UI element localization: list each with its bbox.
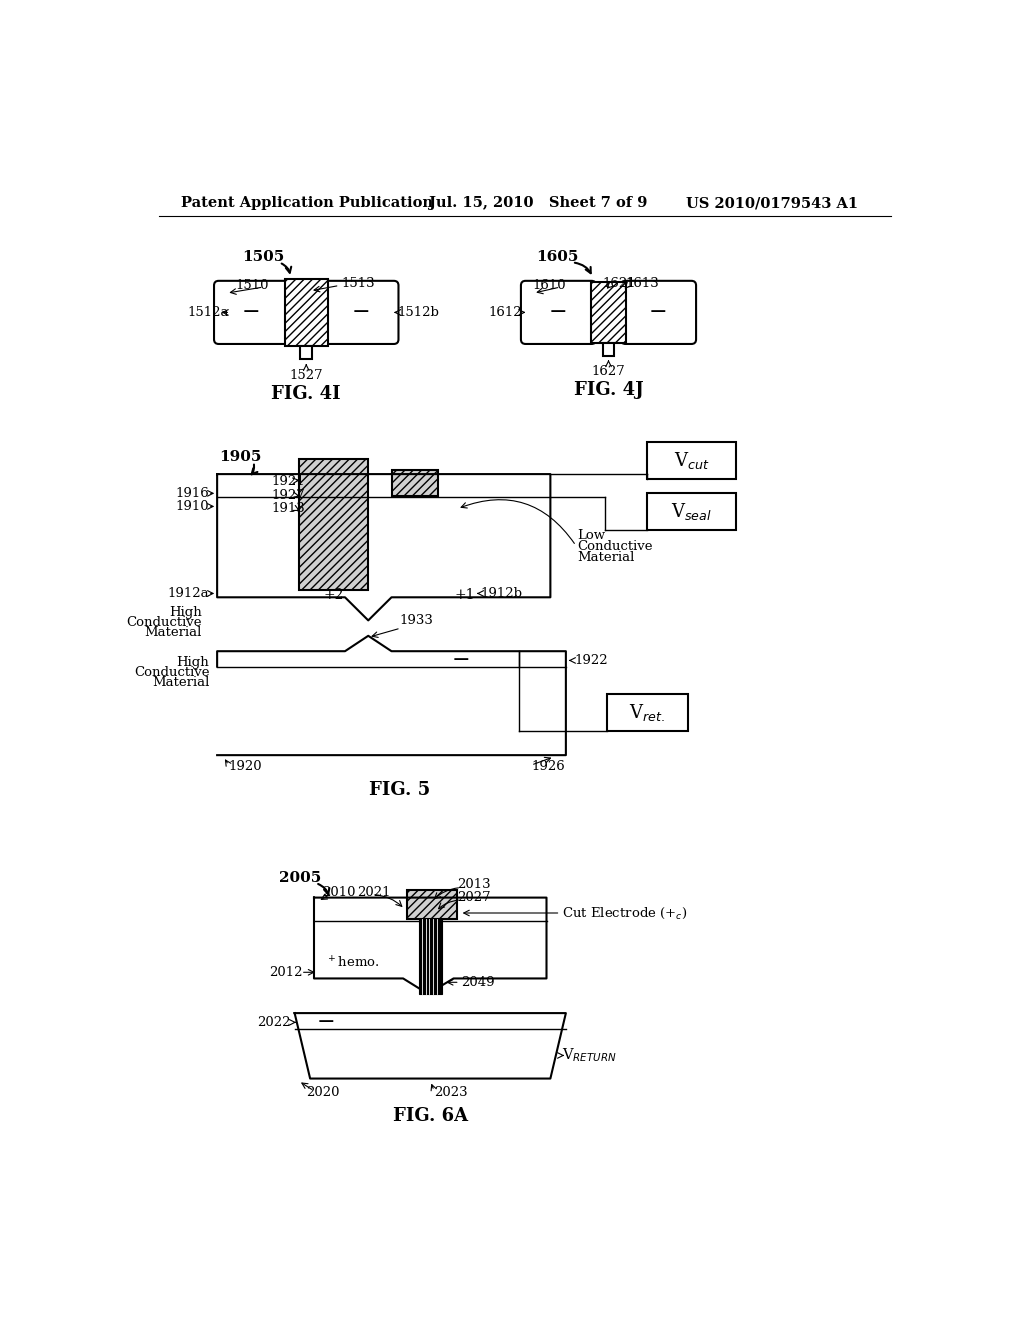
Text: 1621: 1621 — [602, 277, 636, 290]
Text: Patent Application Publication: Patent Application Publication — [180, 197, 433, 210]
Text: High: High — [169, 606, 202, 619]
Text: +1: +1 — [455, 587, 475, 602]
Text: 1512a: 1512a — [187, 306, 228, 319]
Text: FIG. 4I: FIG. 4I — [271, 385, 341, 403]
Bar — [603, 343, 614, 355]
Text: 1916: 1916 — [176, 487, 209, 500]
Text: 1612: 1612 — [488, 306, 521, 319]
FancyBboxPatch shape — [324, 281, 398, 345]
Text: Conductive: Conductive — [134, 667, 209, 680]
Bar — [647, 442, 736, 479]
Text: V$_{RETURN}$: V$_{RETURN}$ — [562, 1047, 616, 1064]
Text: Jul. 15, 2010   Sheet 7 of 9: Jul. 15, 2010 Sheet 7 of 9 — [429, 197, 647, 210]
Bar — [592, 281, 626, 343]
Text: High: High — [176, 656, 209, 669]
Text: 2049: 2049 — [461, 975, 495, 989]
Text: 1933: 1933 — [399, 614, 433, 627]
Bar — [647, 494, 736, 531]
Text: US 2010/0179543 A1: US 2010/0179543 A1 — [686, 197, 858, 210]
Text: 2023: 2023 — [434, 1086, 468, 1100]
Bar — [299, 459, 369, 590]
Text: 1912a: 1912a — [168, 587, 209, 601]
Text: 1913: 1913 — [271, 502, 305, 515]
Text: 2021: 2021 — [356, 886, 390, 899]
FancyBboxPatch shape — [214, 281, 289, 345]
Text: 1610: 1610 — [532, 279, 566, 292]
Text: 1513: 1513 — [341, 277, 375, 290]
Text: 2013: 2013 — [458, 878, 490, 891]
Bar — [592, 281, 626, 343]
Text: Conductive: Conductive — [578, 540, 653, 553]
Text: V$_{cut}$: V$_{cut}$ — [674, 450, 710, 471]
Text: 1505: 1505 — [242, 249, 285, 264]
Text: 1926: 1926 — [531, 760, 565, 774]
Text: FIG. 4J: FIG. 4J — [573, 381, 643, 399]
Text: 1605: 1605 — [537, 249, 579, 264]
Bar — [391, 470, 438, 496]
Text: Material: Material — [152, 676, 209, 689]
Bar — [607, 693, 688, 730]
Bar — [285, 280, 328, 346]
Text: −: − — [351, 301, 370, 323]
Text: V$_{ret.}$: V$_{ret.}$ — [630, 701, 666, 722]
Text: Cut Electrode (+$_c$): Cut Electrode (+$_c$) — [562, 906, 687, 920]
Bar — [407, 890, 458, 919]
Text: −: − — [242, 301, 260, 323]
Text: 1613: 1613 — [626, 277, 659, 290]
FancyBboxPatch shape — [621, 281, 696, 345]
Text: −: − — [452, 649, 471, 672]
Text: 1910: 1910 — [176, 500, 209, 513]
Bar — [285, 280, 328, 346]
Text: 1927: 1927 — [271, 490, 305, 502]
Text: +2: +2 — [324, 587, 344, 602]
Text: Material: Material — [578, 550, 635, 564]
Text: 1627: 1627 — [592, 364, 626, 378]
Bar — [300, 346, 312, 359]
Text: $^+$hemo.: $^+$hemo. — [326, 956, 380, 970]
Text: 1527: 1527 — [290, 368, 323, 381]
FancyBboxPatch shape — [521, 281, 596, 345]
Text: 2005: 2005 — [280, 871, 322, 886]
Text: 1905: 1905 — [219, 450, 262, 465]
Text: Material: Material — [144, 626, 202, 639]
Text: −: − — [549, 301, 567, 323]
Bar — [391, 470, 438, 496]
Text: 1921: 1921 — [271, 475, 305, 488]
Text: Conductive: Conductive — [126, 616, 202, 630]
Text: 1510: 1510 — [234, 279, 268, 292]
Text: −: − — [316, 1011, 335, 1034]
Text: 2027: 2027 — [458, 891, 490, 904]
Text: 1920: 1920 — [228, 760, 262, 774]
Text: V$_{seal}$: V$_{seal}$ — [671, 502, 712, 523]
Text: 2012: 2012 — [269, 966, 302, 979]
Text: 1912b: 1912b — [480, 587, 522, 601]
Text: FIG. 5: FIG. 5 — [369, 781, 430, 799]
Text: 1922: 1922 — [574, 653, 608, 667]
Bar — [299, 459, 369, 590]
Text: 2022: 2022 — [257, 1016, 291, 1028]
Text: Low: Low — [578, 529, 605, 543]
Text: 1512b: 1512b — [397, 306, 439, 319]
Text: −: − — [649, 301, 668, 323]
Text: FIG. 6A: FIG. 6A — [392, 1106, 468, 1125]
Bar — [419, 919, 442, 994]
Bar — [407, 890, 458, 919]
Text: 2010: 2010 — [322, 886, 355, 899]
Text: 2020: 2020 — [306, 1086, 340, 1100]
